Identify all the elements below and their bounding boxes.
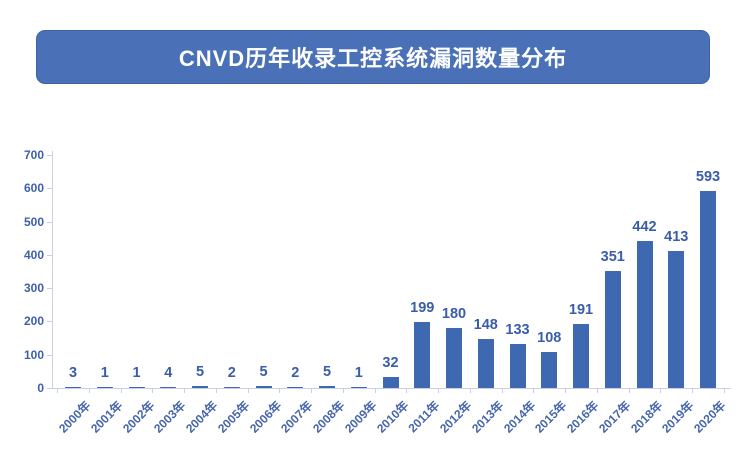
x-axis-tick (723, 389, 725, 393)
bar-value-label: 133 (505, 321, 530, 338)
x-axis-tick (596, 389, 598, 393)
bar-value-label: 5 (259, 364, 268, 381)
bar-value-label: 32 (382, 355, 399, 372)
y-axis-tick-label: 500 (23, 214, 44, 229)
bar-value-label: 1 (132, 365, 141, 381)
y-axis-tick (47, 321, 52, 323)
y-axis-tick (47, 254, 52, 256)
x-axis-tick (152, 389, 154, 393)
bar-2004年 (192, 386, 208, 388)
x-axis-tick (438, 389, 440, 393)
x-axis-tick (628, 389, 630, 393)
bar-2003年 (160, 386, 177, 388)
bar-2006年 (255, 386, 272, 388)
x-axis-tick (533, 389, 535, 393)
x-axis-tick (692, 389, 694, 393)
y-axis-tick (47, 188, 52, 190)
bar-2018年 (636, 240, 653, 388)
y-axis-tick (47, 354, 52, 356)
x-axis-tick (88, 389, 90, 393)
x-axis-tick (279, 389, 281, 393)
chart-title: CNVD历年收录工控系统漏洞数量分布 (178, 46, 568, 71)
y-axis-tick (47, 288, 52, 290)
bar-value-label: 180 (441, 306, 467, 323)
bar-value-label: 413 (664, 228, 689, 245)
x-axis-tick (342, 389, 344, 393)
bar-2011年 (414, 321, 431, 388)
x-axis-tick (247, 389, 249, 393)
bar-value-label: 3 (68, 365, 78, 381)
bar-value-label: 108 (537, 330, 562, 347)
bar-value-label: 1 (100, 365, 109, 381)
bar-value-label: 2 (291, 365, 300, 381)
y-axis-tick-label: 600 (23, 181, 44, 196)
x-axis-tick (501, 389, 503, 393)
bar-value-label: 1 (354, 365, 363, 381)
bar-2019年 (668, 250, 685, 388)
bar-2002年 (128, 387, 145, 388)
bar-value-label: 191 (568, 302, 594, 319)
y-axis-tick (47, 155, 52, 156)
y-axis-tick-label: 100 (23, 347, 44, 362)
x-axis-tick (469, 389, 471, 393)
bar-2009年 (350, 387, 367, 388)
y-axis-line (52, 151, 53, 389)
y-axis-tick-label: 200 (23, 314, 44, 329)
x-axis-tick (565, 389, 567, 393)
bar-value-label: 5 (322, 364, 332, 381)
x-axis-tick (120, 389, 122, 393)
x-axis-tick (660, 389, 662, 393)
y-axis-tick (47, 221, 52, 223)
bar-value-label: 442 (632, 218, 657, 235)
bar-2015年 (541, 352, 558, 388)
y-axis-tick (47, 388, 52, 389)
bar-2010年 (382, 377, 399, 388)
chart-title-banner: CNVD历年收录工控系统漏洞数量分布 (36, 30, 710, 84)
x-axis-line (52, 388, 731, 389)
bar-value-label: 593 (695, 168, 721, 185)
x-axis-tick (184, 389, 186, 393)
bar-2007年 (287, 387, 304, 388)
x-axis-tick (374, 389, 376, 393)
x-axis-tick (311, 389, 313, 393)
bar-2008年 (319, 386, 335, 388)
x-axis-tick (57, 389, 59, 393)
bar-2020年 (700, 190, 716, 388)
y-axis-tick-label: 700 (23, 148, 44, 162)
bar-2014年 (509, 343, 526, 388)
bar-value-label: 351 (600, 249, 625, 266)
bar-2017年 (604, 271, 621, 388)
bar-2012年 (446, 328, 462, 388)
y-axis-tick-label: 400 (23, 247, 44, 262)
bar-value-label: 2 (227, 365, 236, 381)
x-axis-tick (215, 389, 217, 393)
bar-2013年 (477, 338, 494, 388)
y-axis-tick-label: 0 (37, 381, 44, 395)
bar-value-label: 148 (473, 316, 498, 333)
bar-value-label: 5 (195, 364, 205, 381)
y-axis-tick-label: 300 (23, 281, 44, 296)
bar-2016年 (573, 324, 589, 388)
bar-2001年 (96, 387, 113, 388)
bar-value-label: 199 (410, 299, 435, 316)
bar-2005年 (223, 387, 240, 388)
bar-2000年 (65, 387, 81, 388)
x-axis-tick (406, 389, 408, 393)
bar-value-label: 4 (164, 364, 173, 381)
